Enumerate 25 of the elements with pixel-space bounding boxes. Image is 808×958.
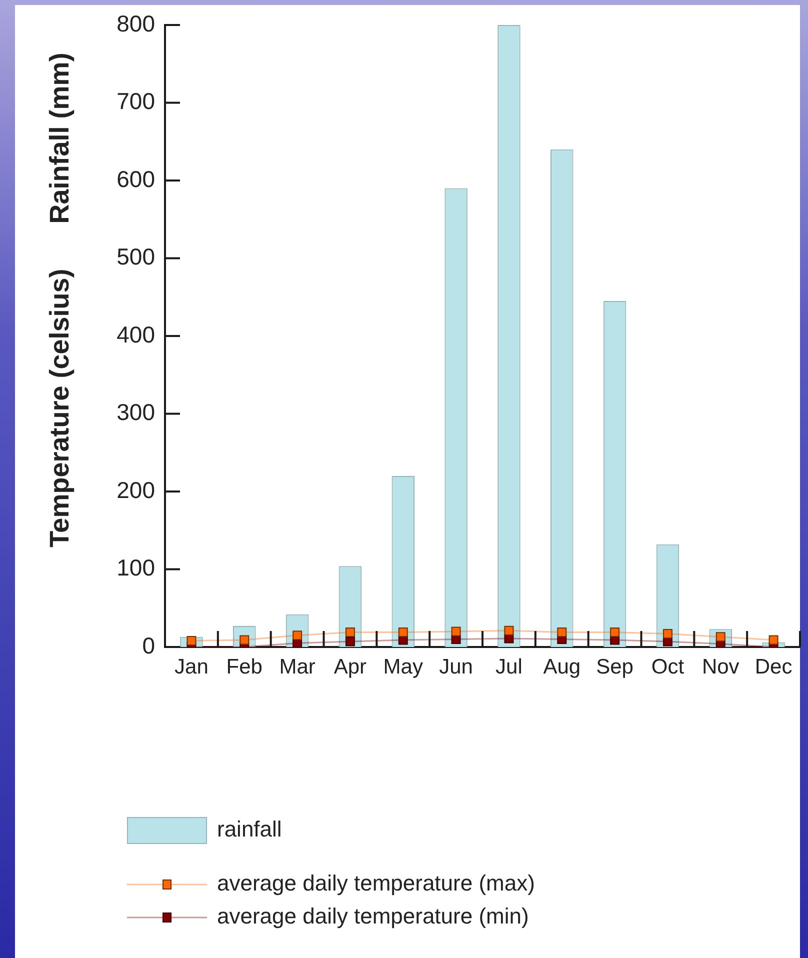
x-tick-label: Jun <box>439 655 473 678</box>
x-tick-label: Nov <box>702 655 740 678</box>
x-tick-label: Feb <box>226 655 262 678</box>
x-tick-label: Dec <box>754 655 792 678</box>
y-tick-label: 600 <box>116 166 155 192</box>
y-tick-label: 700 <box>116 88 155 114</box>
x-tick-label: Jan <box>174 655 208 678</box>
y-tick-label: 100 <box>116 554 155 581</box>
x-tick-label: Aug <box>543 655 581 678</box>
legend-label: average daily temperature (max) <box>217 870 535 896</box>
legend-label: average daily temperature (min) <box>217 904 529 929</box>
legend-label: rainfall <box>217 816 282 842</box>
x-tick-label: Oct <box>651 655 684 678</box>
y-tick-label: 300 <box>116 399 155 426</box>
x-tick-label: Jul <box>496 655 522 678</box>
x-tick-label: Sep <box>596 655 634 678</box>
y-tick-label: 200 <box>116 476 155 503</box>
x-tick-label: May <box>383 655 424 678</box>
y-tick-label: 800 <box>116 10 155 36</box>
y-tick-label: 400 <box>116 321 155 348</box>
y-axis-title: Temperature (celsius) Rainfall (mm) <box>44 52 74 548</box>
x-tick-label: Apr <box>334 655 367 678</box>
x-tick-label: Mar <box>279 655 316 678</box>
y-tick-label: 0 <box>142 632 155 658</box>
y-tick-label: 500 <box>116 244 155 270</box>
